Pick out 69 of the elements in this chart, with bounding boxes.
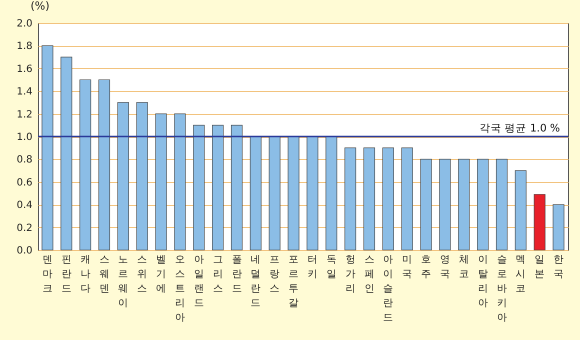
x-tick-label: 노르웨이 — [118, 254, 128, 309]
x-tick-label: 덴마크 — [42, 254, 52, 294]
bar — [534, 194, 546, 250]
bar — [326, 136, 338, 250]
bar — [98, 79, 110, 250]
x-tick-label: 스위스 — [137, 254, 148, 294]
x-tick-label: 캐나다 — [80, 254, 90, 294]
bar — [420, 158, 432, 250]
bar — [552, 204, 564, 250]
bar — [117, 102, 129, 250]
x-tick-label: 이탈리아 — [478, 254, 488, 309]
x-tick-label: 독일 — [326, 254, 336, 280]
bar — [250, 136, 262, 250]
y-tick-label: 0.4 — [16, 200, 32, 212]
x-tick-label: 포르투갈 — [288, 254, 299, 309]
y-tick-label: 0.2 — [16, 222, 32, 234]
x-tick-label: 영국 — [440, 254, 450, 280]
x-tick-label: 프랑스 — [270, 254, 280, 294]
y-tick-label: 2.0 — [16, 18, 32, 30]
x-tick-label: 한국 — [554, 254, 564, 280]
x-tick-label: 터키 — [307, 254, 318, 280]
x-tick-label: 체코 — [458, 254, 469, 280]
bar — [382, 148, 394, 250]
y-tick-label: 1.0 — [16, 132, 32, 143]
bar — [288, 136, 300, 250]
y-tick-label: 0.6 — [16, 177, 32, 188]
y-tick-label: 0.0 — [16, 246, 32, 256]
x-tick-label: 그리스 — [212, 254, 223, 294]
bar — [496, 158, 508, 250]
bar — [306, 136, 318, 250]
bar — [193, 124, 205, 250]
y-axis-title: (%) — [30, 0, 50, 12]
x-tick-label: 폴란드 — [232, 254, 242, 294]
bar — [155, 114, 167, 250]
x-tick-label: 일본 — [534, 254, 545, 280]
x-tick-label: 미국 — [402, 254, 412, 280]
x-tick-label: 호주 — [421, 254, 432, 280]
y-tick-label: 1.8 — [16, 41, 32, 52]
x-tick-label: 핀란드 — [61, 254, 72, 294]
x-tick-label: 스페인 — [364, 254, 374, 294]
bar — [363, 148, 376, 250]
bar — [60, 56, 72, 250]
x-tick-label: 네덜란드 — [250, 254, 261, 309]
bar — [477, 158, 489, 250]
x-tick-label: 멕시코 — [516, 254, 526, 294]
y-tick-label: 1.2 — [16, 109, 32, 120]
bar — [439, 158, 451, 250]
bar — [136, 102, 148, 250]
x-tick-label: 헝가리 — [345, 254, 356, 294]
x-tick-label: 오스트리아 — [174, 254, 185, 324]
x-tick-label: 아일랜드 — [194, 254, 204, 309]
bar — [42, 45, 54, 250]
ref-line-label: 각국 평균 1.0 % — [479, 122, 560, 134]
bar — [268, 136, 280, 250]
x-tick-label: 아이슬란드 — [383, 254, 394, 324]
bar — [80, 79, 92, 250]
bar — [401, 148, 413, 250]
y-tick-label: 1.4 — [16, 86, 32, 98]
bar — [514, 170, 526, 250]
y-tick-label: 1.6 — [16, 64, 32, 75]
y-tick-label: 0.8 — [16, 154, 32, 166]
bar — [458, 158, 470, 250]
bar — [230, 124, 243, 250]
bar — [344, 148, 356, 250]
bar — [174, 114, 186, 250]
x-tick-label: 스웨덴 — [99, 254, 110, 294]
x-tick-label: 슬로바키아 — [496, 254, 507, 324]
bar — [212, 124, 224, 250]
x-tick-label: 벨기에 — [156, 254, 166, 294]
